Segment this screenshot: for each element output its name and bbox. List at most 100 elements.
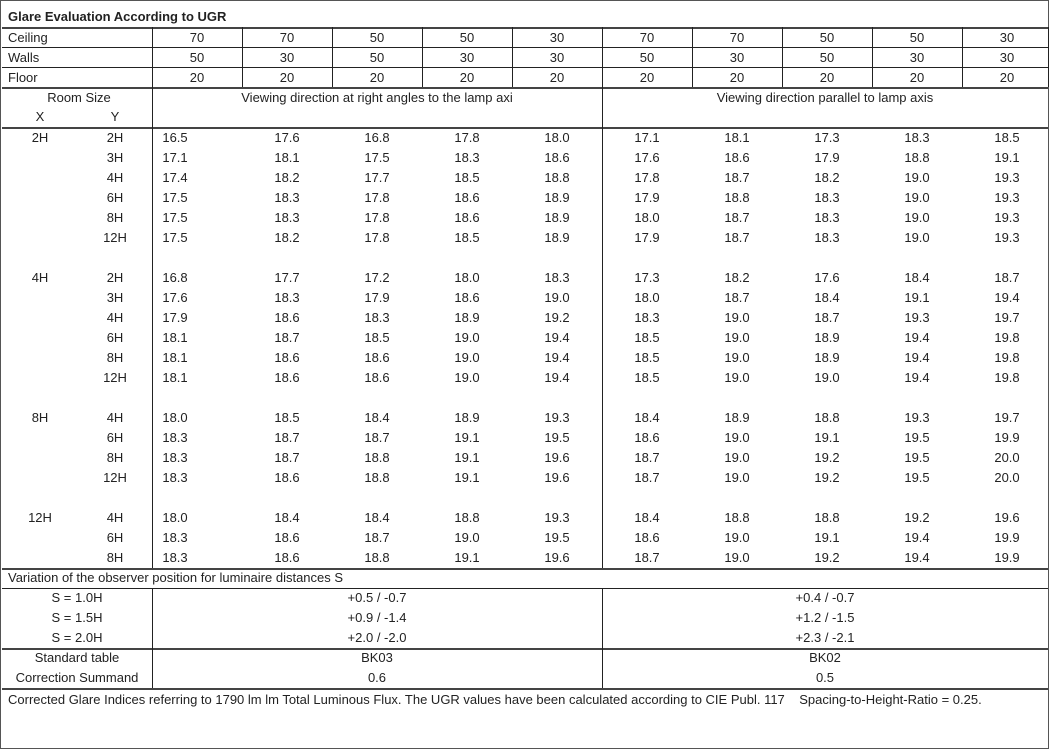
ugr-value: 19.0 — [724, 350, 750, 365]
ugr-value: 17.6 — [634, 150, 660, 165]
ugr-value: 19.7 — [994, 310, 1020, 325]
ugr-value: 19.0 — [814, 370, 840, 385]
reflectance-value: 20 — [639, 70, 655, 85]
room-size-y: 4H — [106, 170, 124, 185]
ugr-value: 19.4 — [544, 350, 570, 365]
variation-parallel: +2.3 / -2.1 — [795, 630, 855, 645]
footnote: Corrected Glare Indices referring to 179… — [8, 692, 982, 707]
ugr-value: 18.7 — [724, 210, 750, 225]
ugr-value: 18.5 — [454, 170, 480, 185]
ugr-value: 18.2 — [724, 270, 750, 285]
ugr-value: 18.1 — [162, 370, 188, 385]
reflectance-value: 20 — [819, 70, 835, 85]
ugr-value: 16.5 — [162, 130, 188, 145]
ugr-value: 18.3 — [162, 530, 188, 545]
reflectance-value: 50 — [909, 30, 925, 45]
variation-parallel: +1.2 / -1.5 — [795, 610, 855, 625]
ugr-value: 17.9 — [364, 290, 390, 305]
divider — [872, 27, 873, 87]
ugr-value: 19.5 — [904, 430, 930, 445]
ugr-value: 18.3 — [274, 190, 300, 205]
ugr-value: 18.3 — [904, 130, 930, 145]
divider — [962, 27, 963, 87]
ugr-value: 18.4 — [364, 510, 390, 525]
room-size-y: 8H — [106, 450, 124, 465]
ugr-value: 19.1 — [454, 450, 480, 465]
reflectance-value: 30 — [459, 50, 475, 65]
ugr-value: 19.4 — [544, 370, 570, 385]
ugr-value: 18.4 — [814, 290, 840, 305]
ugr-value: 19.0 — [904, 170, 930, 185]
ugr-value: 19.0 — [454, 530, 480, 545]
ugr-value: 17.9 — [814, 150, 840, 165]
room-size-y: 4H — [106, 310, 124, 325]
divider — [2, 688, 1048, 690]
ugr-value: 18.3 — [814, 210, 840, 225]
ugr-value: 18.9 — [544, 190, 570, 205]
room-size-y: 12H — [103, 470, 127, 485]
ugr-value: 17.7 — [364, 170, 390, 185]
ugr-value: 18.7 — [634, 450, 660, 465]
divider — [692, 27, 693, 87]
ugr-value: 17.1 — [634, 130, 660, 145]
ugr-value: 19.9 — [994, 430, 1020, 445]
ugr-value: 19.0 — [904, 210, 930, 225]
ugr-value: 18.6 — [364, 370, 390, 385]
ugr-value: 17.8 — [454, 130, 480, 145]
divider — [2, 87, 1048, 89]
variation-right-angles: +0.9 / -1.4 — [347, 610, 407, 625]
ugr-value: 18.6 — [274, 550, 300, 565]
correction-parallel: 0.5 — [815, 670, 835, 685]
reflectance-value: 50 — [189, 50, 205, 65]
reflectance-value: 50 — [459, 30, 475, 45]
ugr-value: 19.0 — [544, 290, 570, 305]
ugr-value: 19.5 — [904, 470, 930, 485]
ugr-value: 18.2 — [814, 170, 840, 185]
ugr-value: 18.3 — [454, 150, 480, 165]
ugr-value: 18.8 — [544, 170, 570, 185]
ugr-value: 18.7 — [364, 530, 390, 545]
ugr-value: 18.4 — [364, 410, 390, 425]
ugr-value: 18.6 — [634, 430, 660, 445]
ugr-value: 18.7 — [814, 310, 840, 325]
ugr-value: 18.6 — [274, 530, 300, 545]
reflectance-value: 50 — [819, 30, 835, 45]
room-size-y: 3H — [106, 150, 124, 165]
variation-row-label: S = 1.5H — [51, 610, 103, 625]
ugr-value: 19.1 — [454, 550, 480, 565]
divider — [2, 568, 1048, 570]
reflectance-value: 70 — [279, 30, 295, 45]
ugr-value: 18.8 — [724, 190, 750, 205]
ugr-value: 18.3 — [814, 190, 840, 205]
ugr-value: 18.6 — [634, 530, 660, 545]
ugr-value: 18.1 — [162, 330, 188, 345]
ugr-value: 18.3 — [162, 430, 188, 445]
ugr-value: 18.3 — [162, 550, 188, 565]
ugr-value: 19.4 — [904, 550, 930, 565]
reflectance-value: 20 — [369, 70, 385, 85]
ugr-value: 17.6 — [274, 130, 300, 145]
divider — [2, 67, 1048, 68]
ugr-value: 17.2 — [364, 270, 390, 285]
ugr-value: 19.9 — [994, 530, 1020, 545]
ugr-value: 19.0 — [904, 230, 930, 245]
standard_table-right-angles: BK03 — [361, 650, 393, 665]
ugr-value: 18.6 — [454, 210, 480, 225]
correction-right-angles: 0.6 — [367, 670, 387, 685]
room-size-y: 8H — [106, 350, 124, 365]
ugr-value: 19.1 — [814, 430, 840, 445]
ugr-value: 19.4 — [904, 350, 930, 365]
ugr-value: 19.3 — [544, 510, 570, 525]
ugr-value: 18.3 — [162, 470, 188, 485]
ugr-value: 19.3 — [904, 310, 930, 325]
ugr-value: 18.1 — [162, 350, 188, 365]
ugr-value: 19.7 — [994, 410, 1020, 425]
ugr-value: 20.0 — [994, 470, 1020, 485]
ugr-value: 18.6 — [274, 470, 300, 485]
ugr-value: 19.6 — [544, 470, 570, 485]
ugr-value: 18.5 — [634, 350, 660, 365]
variation-label: Variation of the observer position for l… — [8, 570, 344, 585]
ugr-value: 18.0 — [162, 410, 188, 425]
ugr-value: 18.7 — [274, 450, 300, 465]
ugr-value: 18.7 — [724, 290, 750, 305]
